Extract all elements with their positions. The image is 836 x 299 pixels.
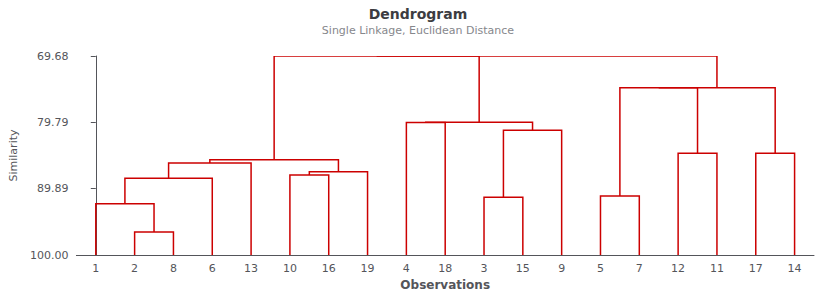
svg-text:Single Linkage, Euclidean Dist: Single Linkage, Euclidean Distance [322,24,515,37]
svg-text:11: 11 [710,262,724,275]
svg-text:4: 4 [403,262,410,275]
svg-text:Similarity: Similarity [7,129,20,181]
svg-text:79.79: 79.79 [37,116,69,129]
svg-text:8: 8 [170,262,177,275]
svg-text:89.89: 89.89 [37,182,69,195]
svg-text:2: 2 [131,262,138,275]
svg-text:13: 13 [244,262,258,275]
svg-text:5: 5 [597,262,604,275]
svg-text:69.68: 69.68 [37,50,69,63]
svg-text:6: 6 [209,262,216,275]
svg-text:19: 19 [361,262,375,275]
svg-text:3: 3 [481,262,488,275]
svg-text:15: 15 [516,262,530,275]
svg-text:17: 17 [749,262,763,275]
svg-text:18: 18 [438,262,452,275]
svg-text:16: 16 [322,262,336,275]
svg-text:Observations: Observations [400,278,490,292]
svg-text:100.00: 100.00 [30,249,69,262]
svg-text:12: 12 [671,262,685,275]
svg-text:7: 7 [636,262,643,275]
svg-text:Dendrogram: Dendrogram [369,6,468,22]
svg-text:1: 1 [92,262,99,275]
svg-text:14: 14 [788,262,802,275]
svg-text:10: 10 [283,262,297,275]
svg-text:9: 9 [558,262,565,275]
